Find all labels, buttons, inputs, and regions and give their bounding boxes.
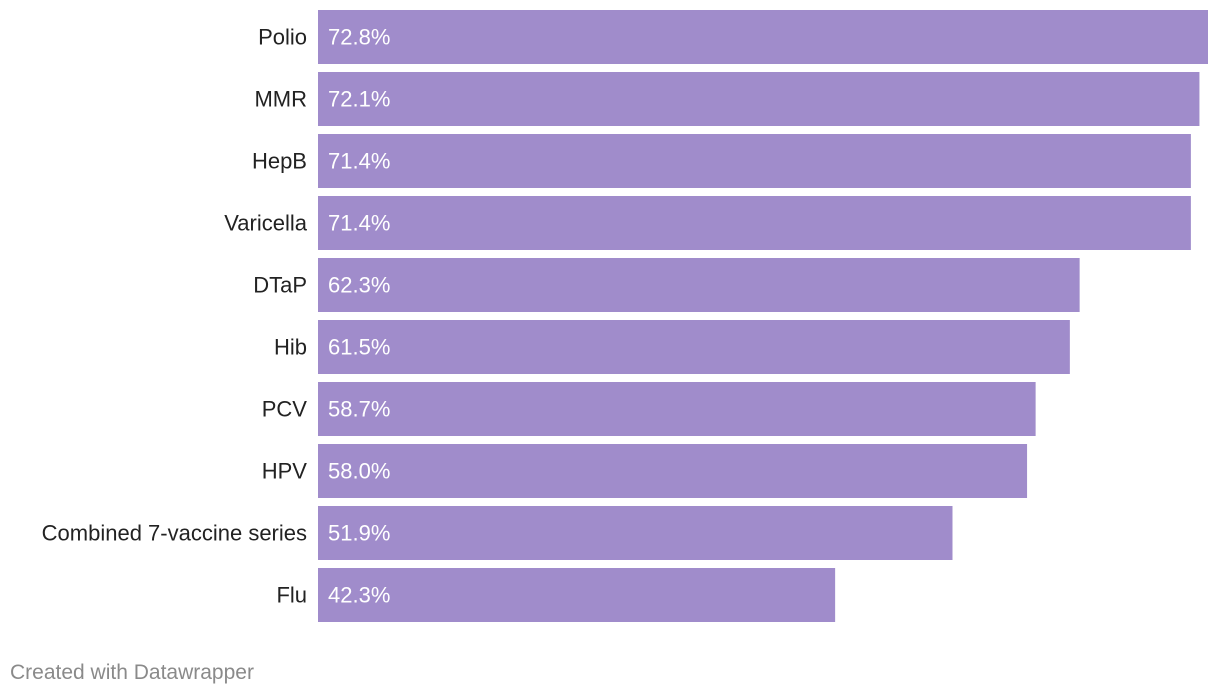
value-label: 72.1% — [328, 87, 390, 112]
category-label: HPV — [262, 459, 308, 484]
value-label: 61.5% — [328, 335, 390, 360]
value-label: 58.0% — [328, 459, 390, 484]
bar — [318, 72, 1200, 126]
category-label: HepB — [252, 149, 307, 174]
bar — [318, 258, 1080, 312]
bar — [318, 444, 1028, 498]
bar — [318, 382, 1036, 436]
category-label: Varicella — [224, 211, 308, 236]
bar-row: Combined 7-vaccine series 51.9% — [42, 506, 953, 560]
bar — [318, 320, 1070, 374]
bar-row: DTaP 62.3% — [253, 258, 1080, 312]
value-label: 72.8% — [328, 25, 390, 50]
bar — [318, 196, 1191, 250]
bar-row: Flu 42.3% — [276, 568, 836, 622]
bar-chart: Polio 72.8% MMR 72.1% HepB 71.4% Varicella 71.4… — [42, 10, 1208, 622]
bar-row: Polio 72.8% — [258, 10, 1208, 64]
chart-credit: Created with Datawrapper — [10, 661, 254, 684]
category-label: Combined 7-vaccine series — [42, 521, 307, 546]
value-label: 62.3% — [328, 273, 390, 298]
bar — [318, 10, 1208, 64]
category-label: Polio — [258, 25, 307, 50]
value-label: 58.7% — [328, 397, 390, 422]
category-label: PCV — [262, 397, 308, 422]
bar — [318, 506, 953, 560]
bar-row: Hib 61.5% — [274, 320, 1070, 374]
bar-row: HPV 58.0% — [262, 444, 1028, 498]
bar-row: Varicella 71.4% — [224, 196, 1191, 250]
value-label: 71.4% — [328, 149, 390, 174]
bar — [318, 134, 1191, 188]
bar-row: HepB 71.4% — [252, 134, 1191, 188]
category-label: Hib — [274, 335, 307, 360]
category-label: Flu — [276, 583, 307, 608]
value-label: 71.4% — [328, 211, 390, 236]
bar-row: PCV 58.7% — [262, 382, 1036, 436]
bar-row: MMR 72.1% — [254, 72, 1200, 126]
category-label: DTaP — [253, 273, 307, 298]
value-label: 42.3% — [328, 583, 390, 608]
value-label: 51.9% — [328, 521, 390, 546]
category-label: MMR — [254, 87, 307, 112]
bar — [318, 568, 836, 622]
